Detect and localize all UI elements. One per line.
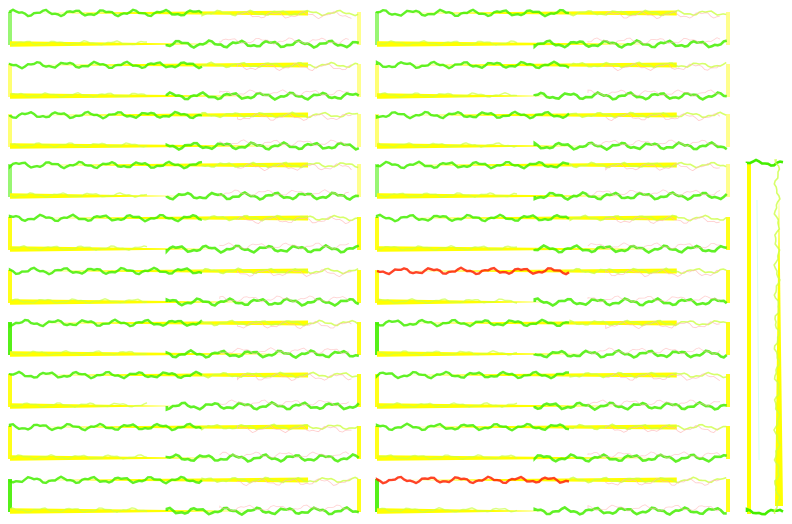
outline-box (8, 110, 361, 151)
outline-box (8, 213, 361, 255)
vertical-outline-box (745, 158, 784, 516)
outline-box (375, 422, 730, 463)
outline-box (375, 370, 730, 412)
outline-box (375, 266, 730, 308)
outline-box (375, 318, 730, 359)
outline-box (8, 370, 361, 412)
outline-box (8, 422, 361, 463)
outline-box (8, 160, 361, 201)
outline-box (8, 8, 361, 49)
outline-box (375, 60, 730, 101)
outline-box (375, 8, 730, 50)
outline-box (8, 318, 361, 360)
outline-box (375, 160, 730, 201)
outline-box (8, 475, 361, 517)
outline-box (8, 266, 361, 308)
outline-box (375, 475, 730, 516)
outline-box (375, 213, 730, 255)
outline-box (8, 60, 361, 102)
outline-box (375, 110, 730, 152)
